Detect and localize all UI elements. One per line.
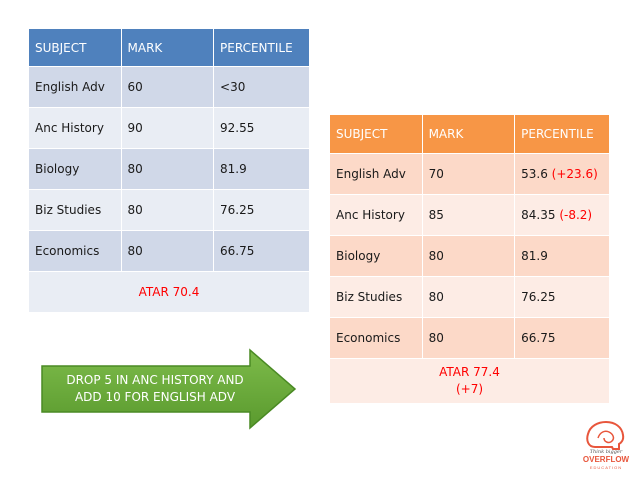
header-mark: MARK: [421, 114, 516, 154]
subject-cell: Economics: [28, 230, 122, 272]
subject-cell: Biz Studies: [329, 276, 423, 318]
header-subject: SUBJECT: [329, 114, 423, 154]
atar-value: ATAR 77.4: [439, 365, 500, 379]
table-row: Biz Studies 80 76.25: [329, 276, 610, 318]
subject-cell: Anc History: [28, 107, 122, 149]
percentile-cell: 53.6 (+23.6): [514, 153, 610, 195]
percentile-cell: 66.75: [213, 230, 310, 272]
subject-cell: Biology: [28, 148, 122, 190]
table-row: Economics 80 66.75: [28, 230, 310, 272]
percentile-cell: 76.25: [213, 189, 310, 231]
atar-row: ATAR 70.4: [28, 271, 310, 313]
header-percentile: PERCENTILE: [213, 28, 310, 67]
subject-cell: Anc History: [329, 194, 423, 236]
header-mark: MARK: [120, 28, 215, 67]
table-header-row: SUBJECT MARK PERCENTILE: [329, 114, 610, 154]
percentile-cell: 76.25: [514, 276, 610, 318]
table-row: Biology 80 81.9: [28, 148, 310, 190]
percentile-value: 53.6: [521, 167, 548, 181]
subject-cell: English Adv: [28, 66, 122, 108]
percentile-change: (+23.6): [551, 167, 598, 181]
mark-cell: 80: [421, 317, 516, 359]
arrow-label-line2: ADD 10 FOR ENGLISH ADV: [74, 390, 236, 404]
table-row: Anc History 85 84.35 (-8.2): [329, 194, 610, 236]
percentile-cell: <30: [213, 66, 310, 108]
mark-cell: 70: [421, 153, 516, 195]
atar-change: (+7): [455, 382, 484, 396]
marks-table-after: SUBJECT MARK PERCENTILE English Adv 70 5…: [329, 114, 610, 404]
table-row: Biology 80 81.9: [329, 235, 610, 277]
table-row: English Adv 60 <30: [28, 66, 310, 108]
percentile-value: 84.35: [521, 208, 556, 222]
atar-row: ATAR 77.4 (+7): [329, 358, 610, 404]
header-subject: SUBJECT: [28, 28, 122, 67]
percentile-cell: 81.9: [213, 148, 310, 190]
mark-cell: 60: [120, 66, 215, 108]
percentile-cell: 66.75: [514, 317, 610, 359]
atar-result: ATAR 70.4: [28, 271, 310, 313]
subject-cell: Economics: [329, 317, 423, 359]
subject-cell: Biology: [329, 235, 423, 277]
subject-cell: English Adv: [329, 153, 423, 195]
mark-cell: 80: [120, 230, 215, 272]
table-header-row: SUBJECT MARK PERCENTILE: [28, 28, 310, 67]
subject-cell: Biz Studies: [28, 189, 122, 231]
table-row: Anc History 90 92.55: [28, 107, 310, 149]
logo-wordmark: OVERFLOW: [582, 455, 630, 464]
logo-tagline: Think bigger: [589, 449, 623, 455]
logo-subtitle: EDUCATION: [589, 465, 623, 470]
mark-cell: 90: [120, 107, 215, 149]
overflow-education-logo: [586, 420, 625, 450]
percentile-cell: 81.9: [514, 235, 610, 277]
mark-cell: 80: [421, 235, 516, 277]
percentile-change: (-8.2): [559, 208, 593, 222]
atar-result: ATAR 77.4 (+7): [329, 358, 610, 404]
table-row: Biz Studies 80 76.25: [28, 189, 310, 231]
table-row: English Adv 70 53.6 (+23.6): [329, 153, 610, 195]
mark-cell: 80: [120, 148, 215, 190]
mark-cell: 80: [421, 276, 516, 318]
marks-table-before: SUBJECT MARK PERCENTILE English Adv 60 <…: [28, 28, 310, 313]
table-row: Economics 80 66.75: [329, 317, 610, 359]
mark-cell: 85: [421, 194, 516, 236]
mark-cell: 80: [120, 189, 215, 231]
header-percentile: PERCENTILE: [514, 114, 610, 154]
arrow-label: DROP 5 IN ANC HISTORY AND ADD 10 FOR ENG…: [50, 372, 260, 406]
percentile-cell: 84.35 (-8.2): [514, 194, 610, 236]
percentile-cell: 92.55: [213, 107, 310, 149]
right-arrow-shape: [41, 348, 297, 430]
arrow-label-line1: DROP 5 IN ANC HISTORY AND: [66, 373, 244, 387]
